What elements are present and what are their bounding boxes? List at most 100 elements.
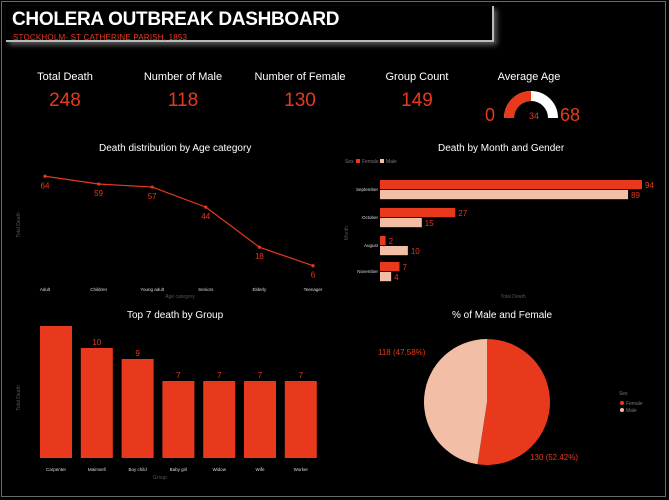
month-bar [380,190,629,200]
kpi-average-age[interactable]: Average Age [469,71,589,83]
average-age-gauge[interactable]: 0 34 68 [474,86,594,126]
kpi-group-count[interactable]: Group Count 149 [357,71,477,112]
kpi-label: Total Death [37,71,93,83]
month-bar [380,218,422,228]
group-x-axis-label: Group [153,475,167,481]
age-data-label: 64 [41,181,50,190]
pie-legend-female-dot [620,401,624,405]
kpi-label: Number of Male [143,71,223,83]
month-data-label: 27 [458,209,467,218]
month-bar [380,208,456,218]
group-data-label: 9 [135,349,140,358]
kpi-total-death[interactable]: Total Death 248 [5,71,125,112]
age-tick-label: Adult [40,287,51,292]
group-tick-label: Maimsell [88,467,106,472]
kpi-value: 130 [284,90,316,111]
title-banner: CHOLERA OUTBREAK DASHBOARD STOCKHOLM- ST… [6,6,494,42]
month-y-axis-label: Month [344,226,350,240]
month-data-label: 2 [389,237,394,246]
dashboard-subtitle: STOCKHOLM- ST CATHERINE PARISH, 1853 [13,33,188,42]
age-y-axis-label: Total Death [16,212,22,238]
age-tick-label: Children [90,287,107,292]
month-bar-chart[interactable]: Sex Female Male Month Total Death Septem… [338,155,668,305]
gauge-max-label: 68 [560,105,580,125]
age-data-label: 18 [255,252,264,261]
month-chart-title: Death by Month and Gender [438,143,565,154]
pie-legend-title: Sex [619,391,628,397]
month-tick-label: September [356,187,379,192]
age-point [311,264,315,268]
kpi-male[interactable]: Number of Male 118 [123,71,243,112]
age-line-chart[interactable]: Total Death Age category 64 Adult 59 Childr… [0,155,334,305]
month-data-label: 89 [631,191,640,200]
pie-data-label: 130 (52.42%) [530,453,578,462]
pie-data-label: 118 (47.58%) [378,348,426,357]
group-data-label: 7 [299,371,304,380]
month-bar [380,272,392,282]
pie-slice [424,339,487,465]
kpi-label: Average Age [497,71,561,83]
kpi-female[interactable]: Number of Female 130 [240,71,360,112]
month-x-axis-label: Total Death [500,294,526,300]
group-data-label: 7 [258,371,263,380]
age-data-label: 44 [201,212,210,221]
group-bar-chart[interactable]: Total Death Group Carpenter 10 Maimsell 9 Bo… [0,318,334,483]
group-bar [80,348,113,458]
age-data-label: 6 [311,271,316,280]
age-point [97,182,101,186]
age-chart-title: Death distribution by Age category [99,143,252,154]
pie-legend-male-dot [620,408,624,412]
sex-pie-chart[interactable]: Sex Female Male 130 (52.42%) 118 (47.58%) [338,318,668,483]
month-bar [380,180,642,190]
age-point [204,205,208,209]
legend-male-swatch [380,159,384,163]
group-data-label: 10 [92,338,101,347]
month-tick-label: August [364,243,379,248]
pie-legend-female-label: Female [626,401,643,407]
month-data-label: 7 [403,263,408,272]
kpi-label: Number of Female [254,71,346,83]
month-data-label: 10 [411,247,420,256]
group-data-label: 7 [176,371,181,380]
group-y-axis-label: Total Death [16,385,22,411]
gauge-min-label: 0 [485,105,495,125]
group-tick-label: Boy child [128,467,147,472]
age-point [43,174,47,178]
age-tick-label: Young adult [140,287,164,292]
gauge-value-label: 34 [529,111,539,121]
month-bar [380,246,408,256]
month-tick-label: November [357,269,378,274]
group-bar [244,381,276,458]
group-chart-title: Top 7 death by Group [127,310,224,321]
month-bar [380,236,386,246]
age-data-label: 59 [94,189,103,198]
month-data-label: 94 [645,181,654,190]
legend-male-label: Male [386,159,397,165]
gauge-fill [504,91,532,119]
age-point [150,185,154,189]
sex-chart-title: % of Male and Female [452,310,553,321]
age-point [257,245,261,249]
age-tick-label: Elderly [253,287,268,292]
kpi-value: 118 [167,90,199,111]
legend-female-swatch [356,159,360,163]
group-tick-label: Baby girl [170,467,188,472]
group-tick-label: Wife [256,467,265,472]
age-tick-label: Teenager [304,287,323,292]
group-bar [40,326,72,458]
group-bar [162,381,195,458]
kpi-label: Group Count [385,71,449,83]
group-tick-label: Widow [212,467,226,472]
age-series-line [44,175,314,267]
month-data-label: 4 [394,273,399,282]
month-bar [380,262,400,272]
age-data-label: 57 [148,192,157,201]
age-tick-label: Seniors [198,287,214,292]
group-tick-label: Worker [294,467,309,472]
group-bar [203,381,236,458]
pie-slice [477,339,550,465]
pie-legend-male-label: Male [626,408,637,414]
group-data-label: 7 [217,371,222,380]
kpi-value: 248 [49,90,81,111]
